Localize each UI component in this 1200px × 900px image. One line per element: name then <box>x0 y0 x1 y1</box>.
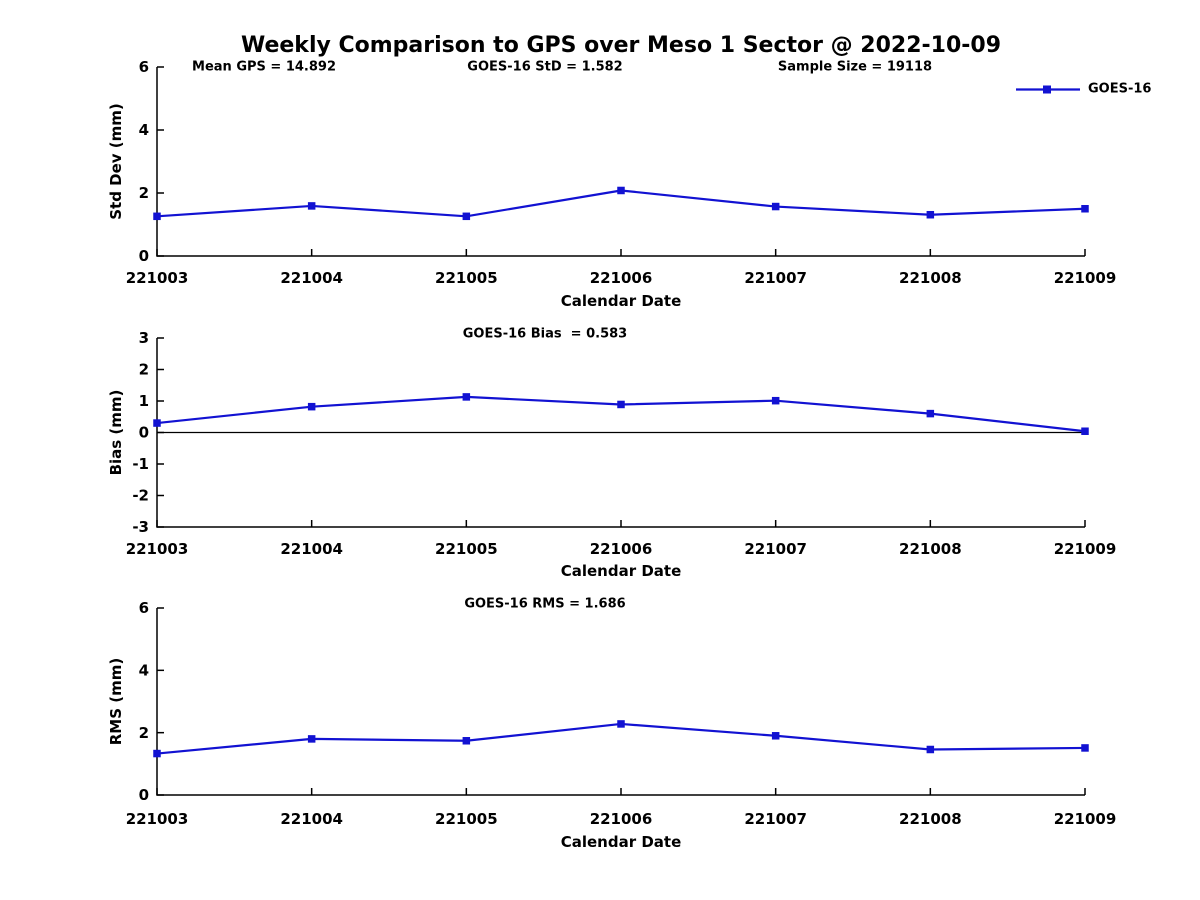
subplot-2-ytick-label: 0 <box>139 424 149 442</box>
subplot-3-ytick-label: 0 <box>139 786 149 804</box>
subplot-1-xtick-label: 221009 <box>1054 269 1117 287</box>
annotation-goes16-std: GOES-16 StD = 1.582 <box>467 59 623 75</box>
subplot-3-xtick-label: 221006 <box>590 810 653 828</box>
subplot-2-xtick-label: 221006 <box>590 540 653 558</box>
subplot-2-ytick-label: -1 <box>132 455 149 473</box>
subplot-2-series-marker <box>307 402 316 411</box>
subplot-1-series-marker <box>153 212 161 221</box>
figure-title: Weekly Comparison to GPS over Meso 1 Sec… <box>240 33 1002 58</box>
subplot-1-ylabel: Std Dev (mm) <box>107 103 125 220</box>
subplot-2-xlabel: Calendar Date <box>561 562 682 580</box>
subplot-1-series-marker <box>462 212 471 221</box>
subplot-3-xtick-label: 221009 <box>1054 810 1117 828</box>
subplot-3-series-line <box>156 722 1086 755</box>
subplot-2-title: GOES-16 Bias = 0.583 <box>463 327 627 342</box>
subplot-1-xtick-label: 221008 <box>899 269 962 287</box>
subplot-1-series-marker <box>926 210 935 219</box>
subplot-1-xtick-label: 221006 <box>590 269 653 287</box>
subplot-2-ytick-label: 1 <box>139 392 149 410</box>
subplot-1-series-marker <box>771 202 780 211</box>
subplot-2-ylabel: Bias (mm) <box>107 390 125 476</box>
subplot-2-ytick-label: -2 <box>132 487 149 505</box>
subplot-1-ytick-label: 4 <box>139 121 149 139</box>
subplot-2-ytick-label: -3 <box>132 518 149 536</box>
subplot-3-axes <box>156 608 1085 796</box>
subplot-3-ytick-label: 6 <box>139 599 149 617</box>
subplot-1-xlabel: Calendar Date <box>561 292 682 310</box>
subplot-1-ytick-label: 2 <box>139 184 149 202</box>
subplot-1-xtick-label: 221007 <box>744 269 807 287</box>
subplot-3-xtick-label: 221003 <box>126 810 189 828</box>
subplot-1-series-marker <box>617 186 625 195</box>
subplot-3-xtick-label: 221008 <box>899 810 962 828</box>
subplot-1-xtick-label: 221005 <box>435 269 498 287</box>
subplot-1-ytick-label: 0 <box>139 247 149 265</box>
subplot-3-series-marker <box>307 735 316 743</box>
subplot-2-series-marker <box>153 419 161 427</box>
subplot-1-xtick-label: 221003 <box>126 269 189 287</box>
subplot-1-xtick-label: 221004 <box>280 269 343 287</box>
subplot-2-xtick-label: 221005 <box>435 540 498 558</box>
subplot-2-ytick-label: 2 <box>139 361 149 379</box>
subplot-3-series-marker <box>771 732 780 740</box>
subplot-1-series-marker <box>307 202 316 210</box>
subplot-2-series-marker <box>1081 427 1089 435</box>
legend-line-marker-icon <box>1016 85 1080 93</box>
subplot-2-xtick-label: 221004 <box>280 540 343 558</box>
subplot-2-series-marker <box>617 400 625 409</box>
subplot-2-ytick-label: 3 <box>139 329 149 347</box>
subplot-3-title: GOES-16 RMS = 1.686 <box>464 597 625 612</box>
legend-label: GOES-16 <box>1088 81 1152 97</box>
subplot-1-ytick-label: 6 <box>139 58 149 76</box>
subplot-3-series-marker <box>153 749 161 758</box>
subplot-2-xtick-label: 221007 <box>744 540 807 558</box>
subplot-3-xtick-label: 221004 <box>280 810 343 828</box>
subplot-3-ytick-label: 2 <box>139 724 149 742</box>
subplot-3-xtick-label: 221005 <box>435 810 498 828</box>
subplot-2-xtick-label: 221008 <box>899 540 962 558</box>
subplot-3-series-marker <box>617 720 625 728</box>
subplot-3-xtick-label: 221007 <box>744 810 807 828</box>
subplot-3-series-marker <box>1081 744 1089 752</box>
annotation-mean-gps: Mean GPS = 14.892 <box>192 59 336 75</box>
subplot-3-ytick-label: 4 <box>139 662 149 680</box>
legend: GOES-16 <box>1015 82 1151 97</box>
subplot-1-axes <box>156 67 1085 257</box>
subplot-3-xlabel: Calendar Date <box>561 833 682 851</box>
subplot-2-series-marker <box>771 396 780 405</box>
subplot-3-series-marker <box>462 737 471 745</box>
annotation-sample-size: Sample Size = 19118 <box>777 59 933 75</box>
subplot-1-series-line <box>156 189 1086 218</box>
subplot-2-xtick-label: 221009 <box>1054 540 1117 558</box>
subplot-2-xtick-label: 221003 <box>126 540 189 558</box>
subplot-1-series-marker <box>1081 205 1089 213</box>
subplot-3-series-marker <box>926 745 935 754</box>
subplot-2-series-marker <box>462 393 471 401</box>
subplot-2-series-marker <box>926 409 935 418</box>
subplot-3-ylabel: RMS (mm) <box>107 658 125 745</box>
